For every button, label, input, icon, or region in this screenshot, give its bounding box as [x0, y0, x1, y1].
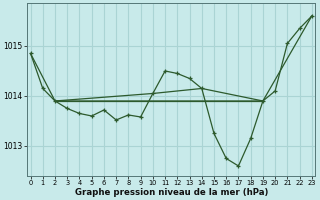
X-axis label: Graphe pression niveau de la mer (hPa): Graphe pression niveau de la mer (hPa): [75, 188, 268, 197]
